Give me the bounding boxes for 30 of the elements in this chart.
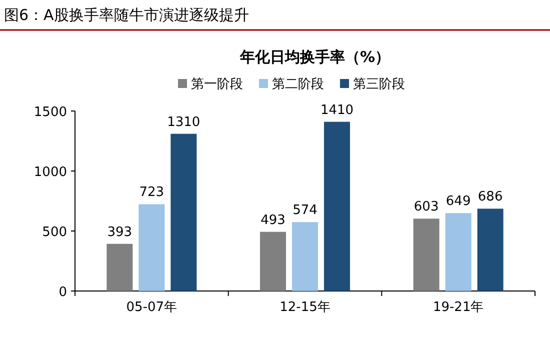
x-tick-label: 12-15年 [280, 300, 330, 315]
chart-subtitle: 年化日均换手率（%） [238, 48, 390, 66]
data-label: 1310 [167, 114, 200, 130]
bar [477, 208, 504, 291]
data-label: 686 [478, 190, 503, 205]
bar [292, 222, 318, 291]
bar [324, 122, 350, 291]
chart-title: 图6：A股换手率随牛市演进逐级提升 [4, 6, 249, 24]
x-tick-label: 05-07年 [126, 300, 178, 315]
legend-label: 第二阶段 [272, 77, 324, 92]
bar [445, 213, 472, 291]
data-label: 723 [139, 185, 164, 200]
data-label: 649 [446, 194, 471, 210]
y-tick-label: 1500 [34, 105, 67, 120]
y-tick-label: 0 [58, 285, 67, 300]
bar [138, 204, 165, 291]
bar [106, 244, 133, 291]
data-label: 393 [107, 224, 132, 240]
y-tick-label: 500 [42, 225, 67, 240]
legend-label: 第一阶段 [191, 77, 243, 92]
bar [170, 134, 197, 291]
data-label: 603 [414, 200, 439, 215]
data-label: 574 [292, 203, 318, 218]
data-label: 1410 [320, 102, 354, 118]
bar [260, 232, 286, 291]
data-label: 493 [260, 212, 286, 228]
y-tick-label: 1000 [34, 165, 67, 180]
legend-label: 第三阶段 [353, 77, 405, 92]
x-tick-label: 19-21年 [432, 300, 484, 315]
bar [413, 218, 440, 291]
